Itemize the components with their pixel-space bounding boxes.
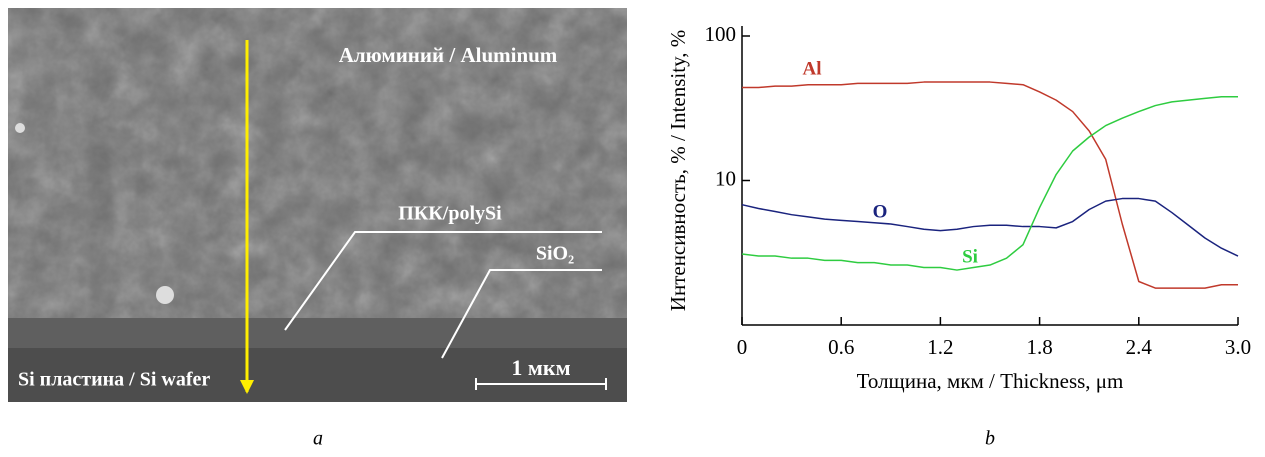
data-line	[742, 82, 1238, 288]
series-label: Al	[803, 58, 822, 79]
sem-image: Алюминий / Aluminum ПКК/polySi SiO₂ Si п…	[8, 8, 627, 402]
y-axis-label: Интенсивность, % / Intensity, %	[666, 30, 690, 311]
caption: a	[313, 428, 323, 450]
caption: b	[985, 428, 995, 450]
x-tick-label: 2.4	[1126, 335, 1153, 359]
figure: Алюминий / Aluminum ПКК/polySi SiO₂ Si п…	[0, 0, 1265, 457]
y-tick-label: 10	[715, 166, 736, 190]
polysi-label: ПКК/polySi	[398, 203, 502, 225]
data-line	[742, 199, 1238, 257]
sio2-label: SiO₂	[536, 243, 574, 265]
chart: 10 100 0 0.6 1.2 1.8 2.4 3.0 Толщина, мкм / Thic…	[666, 22, 1251, 393]
x-tick-label: 3.0	[1225, 335, 1251, 359]
x-axis-label: Толщина, мкм / Thickness, μm	[857, 369, 1124, 393]
aluminum-label: Алюминий / Aluminum	[339, 43, 558, 67]
x-tick-label: 0	[737, 335, 748, 359]
y-tick-label: 100	[705, 22, 737, 46]
wafer-label: Si пластина / Si wafer	[18, 369, 210, 391]
x-tick-label: 0.6	[828, 335, 854, 359]
x-tick-label: 1.2	[927, 335, 953, 359]
data-line	[742, 97, 1238, 270]
x-tick-label: 1.8	[1026, 335, 1052, 359]
scale-bar-label: 1 мкм	[511, 355, 570, 380]
series-label: Si	[962, 246, 978, 267]
series-label: O	[873, 201, 888, 222]
